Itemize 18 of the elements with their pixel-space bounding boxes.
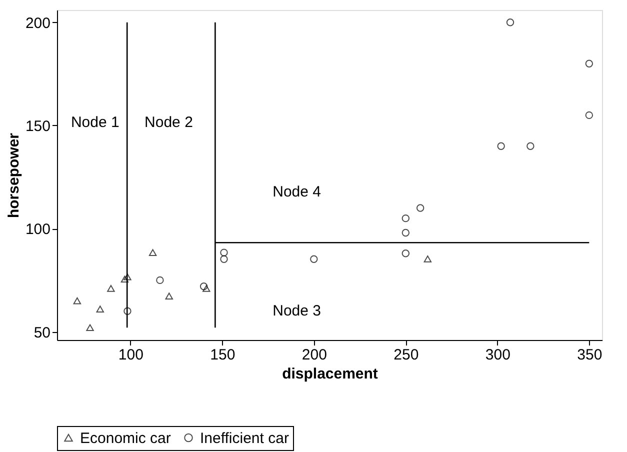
y-tick-label: 150 (25, 118, 50, 135)
x-tick-label: 300 (485, 346, 510, 364)
annotation: Node 1 (70, 114, 120, 132)
annotation: Node 4 (272, 184, 321, 200)
y-tick-label: 200 (25, 14, 50, 32)
x-axis-title: displacement (282, 366, 378, 382)
annotation: Node 2 (144, 114, 193, 132)
annotation: Node 3 (272, 302, 321, 320)
y-tick-label: 50 (34, 324, 50, 342)
x-tick-label: 100 (118, 346, 144, 364)
x-tick-label: 150 (210, 346, 236, 364)
x-tick-label: 250 (394, 346, 419, 364)
legend-label: Economic car (80, 430, 171, 447)
y-axis-title: horsepower (5, 132, 22, 218)
x-tick-label: 350 (577, 346, 602, 364)
legend-label: Inefficient car (200, 430, 289, 447)
y-tick-label: 100 (25, 221, 50, 238)
x-tick-label: 200 (302, 346, 327, 364)
